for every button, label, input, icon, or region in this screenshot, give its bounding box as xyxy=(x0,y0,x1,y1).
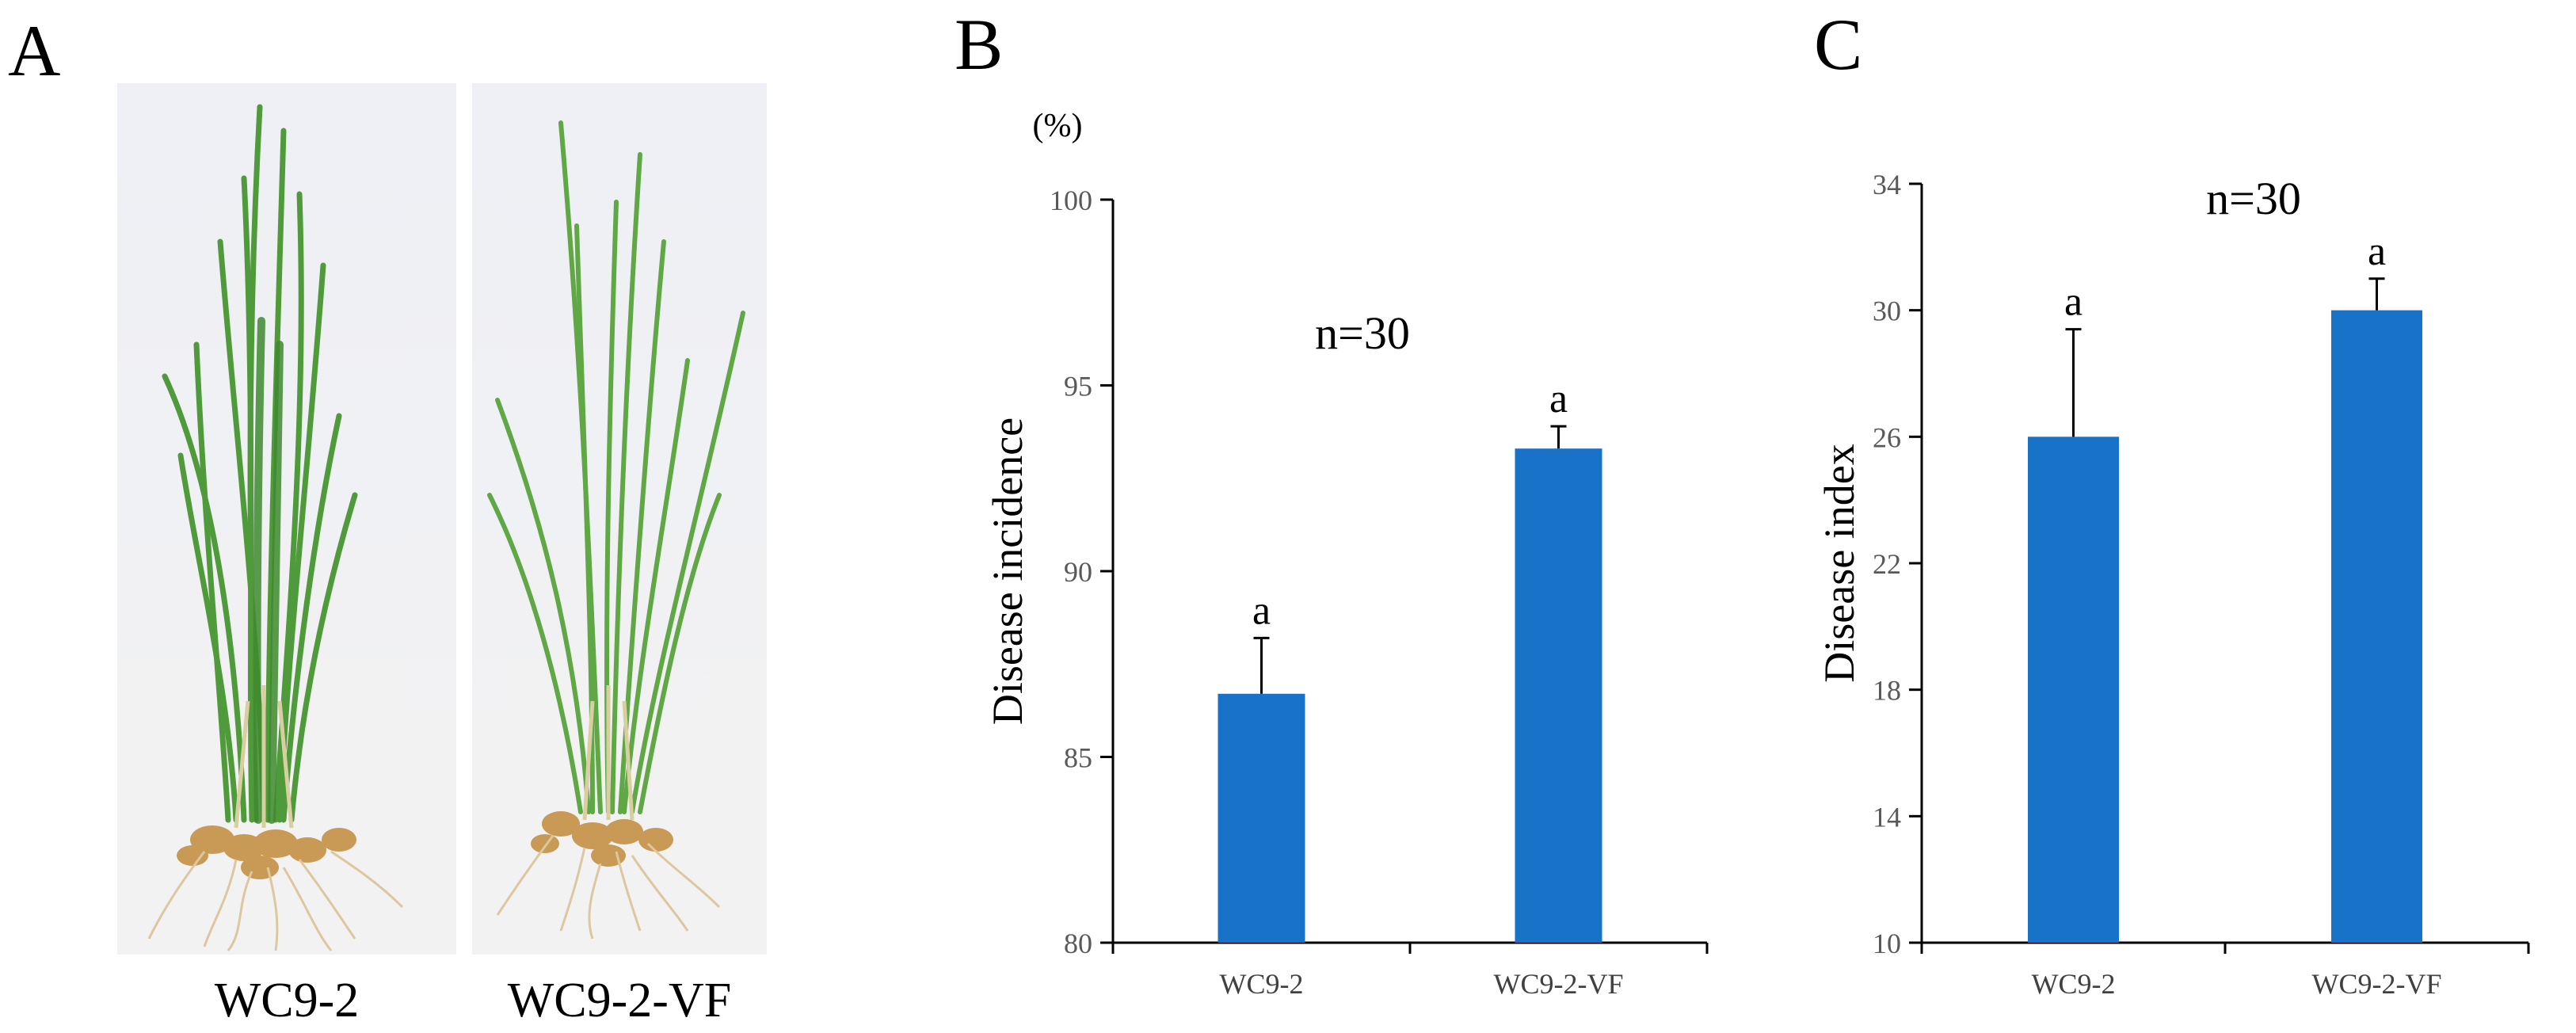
significance-label: a xyxy=(1549,376,1568,421)
y-tick-label: 85 xyxy=(1064,742,1092,774)
y-tick-label: 95 xyxy=(1064,371,1092,402)
y-tick-label: 18 xyxy=(1873,675,1901,707)
x-category-label: WC9-2-VF xyxy=(1494,968,1624,1000)
significance-label: a xyxy=(1252,588,1271,633)
y-tick-label: 26 xyxy=(1873,421,1901,453)
y-tick-label: 34 xyxy=(1873,169,1901,200)
x-category-label: WC9-2-VF xyxy=(2312,968,2442,1000)
chart-disease-index: 10 14 18 22 26 30 34 a WC9-2 a WC9-2-VF Disease ind… xyxy=(1816,169,2530,1000)
photo-label-right: WC9-2-VF xyxy=(507,974,732,1027)
panel-letter-c: C xyxy=(1814,4,1863,85)
chart-disease-incidence: 80 85 90 95 100 a WC9-2 a WC9-2-VF Disease incide… xyxy=(984,108,1709,1000)
sample-size-annotation: n=30 xyxy=(2206,173,2301,224)
y-tick-label: 80 xyxy=(1064,928,1092,959)
y-axis-title: Disease index xyxy=(1816,444,1863,682)
photo-right-wc9-2-vf xyxy=(472,83,767,955)
panel-letter-a: A xyxy=(8,10,61,91)
y-tick-label: 30 xyxy=(1873,295,1901,327)
y-tick-label: 14 xyxy=(1873,801,1901,833)
bar-wc9-2 xyxy=(2028,436,2119,943)
bar-wc9-2-vf xyxy=(2331,310,2422,943)
y-tick-label: 100 xyxy=(1050,185,1092,216)
y-unit-label: (%) xyxy=(1033,108,1083,144)
bar-wc9-2 xyxy=(1218,693,1305,943)
y-tick-label: 10 xyxy=(1873,928,1901,959)
y-axis-title: Disease incidence xyxy=(984,417,1031,725)
y-tick-label: 90 xyxy=(1064,556,1092,588)
photo-left-wc9-2 xyxy=(117,83,456,955)
panel-letter-b: B xyxy=(955,4,1004,85)
bar-wc9-2-vf xyxy=(1515,448,1602,943)
significance-label: a xyxy=(2064,280,2083,325)
x-category-label: WC9-2 xyxy=(1220,968,1304,1000)
seedling-photo xyxy=(117,83,767,955)
y-tick-label: 22 xyxy=(1873,548,1901,580)
photo-label-left: WC9-2 xyxy=(214,974,360,1027)
x-category-label: WC9-2 xyxy=(2032,968,2116,1000)
significance-label: a xyxy=(2368,229,2386,274)
sample-size-annotation: n=30 xyxy=(1315,307,1410,359)
